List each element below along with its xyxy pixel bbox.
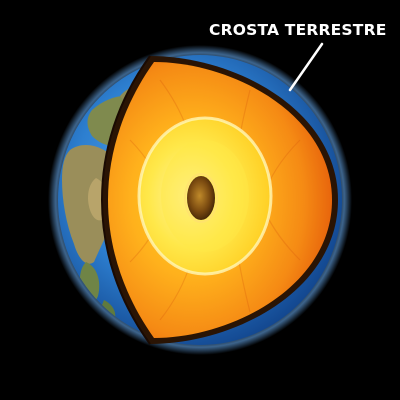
crust-leader-line <box>290 44 322 90</box>
crust-label: CROSTA TERRESTRE <box>209 19 387 41</box>
inner-core-layer <box>187 176 215 220</box>
